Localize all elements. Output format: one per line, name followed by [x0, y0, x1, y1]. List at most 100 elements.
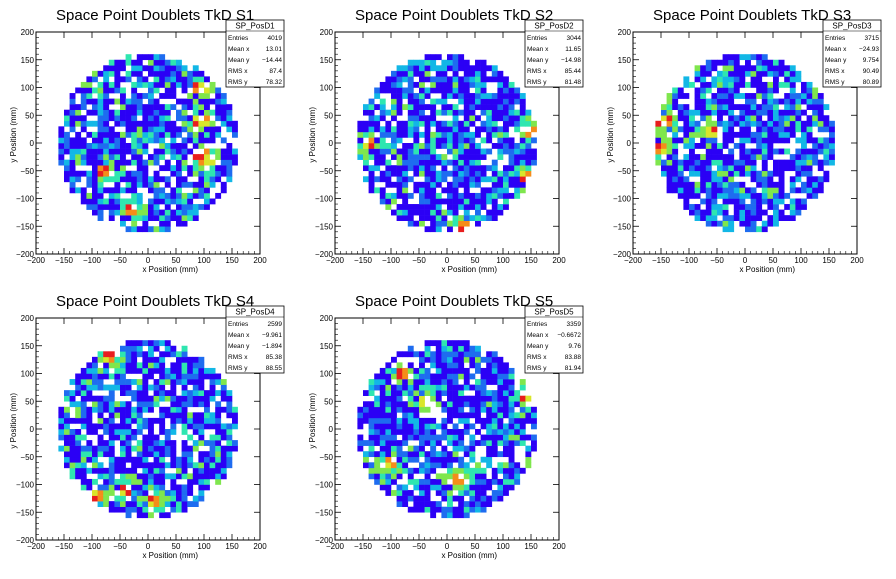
heatmap-bin — [430, 137, 437, 144]
heatmap-bin — [385, 159, 392, 166]
heatmap-bin — [447, 434, 453, 441]
heatmap-bin — [159, 423, 166, 430]
heatmap-bin — [148, 473, 154, 480]
heatmap-bin — [114, 495, 121, 502]
heatmap-bin — [385, 417, 392, 424]
heatmap-bin — [458, 434, 465, 441]
heatmap-bin — [435, 478, 442, 485]
heatmap-bin — [379, 87, 386, 94]
heatmap-bin — [209, 367, 216, 374]
heatmap-bin — [159, 473, 166, 480]
heatmap-bin — [435, 440, 442, 446]
heatmap-bin — [97, 87, 104, 94]
heatmap-bin — [458, 109, 465, 116]
heatmap-bin — [711, 192, 718, 199]
heatmap-bin — [114, 506, 121, 513]
panel-4: Space Point Doublets TkD S4−200 −150 −100−… — [9, 293, 285, 560]
heatmap-bin — [503, 440, 509, 446]
heatmap-bin — [469, 451, 476, 458]
heatmap-bin — [159, 429, 166, 435]
heatmap-bin — [142, 495, 149, 502]
heatmap-bin — [447, 456, 453, 463]
heatmap-bin — [717, 159, 723, 166]
heatmap-bin — [778, 176, 785, 183]
heatmap-bin — [497, 495, 504, 502]
heatmap-bin — [215, 131, 222, 138]
heatmap-bin — [480, 176, 487, 183]
heatmap-bin — [486, 109, 493, 116]
heatmap-bin — [458, 181, 465, 188]
heatmap-bin — [441, 462, 448, 469]
heatmap-bin — [480, 98, 487, 105]
heatmap-bin — [441, 126, 448, 133]
heatmap-bin — [153, 434, 160, 441]
heatmap-bin — [108, 87, 115, 94]
heatmap-bin — [452, 65, 459, 72]
heatmap-bin — [80, 148, 87, 155]
heatmap-bin — [391, 395, 397, 402]
heatmap-bin — [198, 131, 205, 138]
heatmap-bin — [120, 159, 126, 166]
heatmap-bin — [531, 126, 537, 133]
heatmap-bin — [497, 423, 504, 430]
y-tick-label: 100 — [618, 84, 632, 93]
heatmap-bin — [497, 373, 504, 380]
heatmap-bin — [385, 367, 392, 374]
heatmap-bin — [159, 54, 166, 61]
heatmap-bin — [728, 198, 735, 205]
heatmap-bin — [503, 81, 509, 88]
heatmap-bin — [447, 204, 453, 210]
heatmap-bin — [430, 176, 437, 183]
heatmap-bin — [677, 192, 684, 199]
heatmap-bin — [430, 192, 437, 199]
heatmap-bin — [209, 412, 216, 419]
heatmap-bin — [159, 165, 166, 172]
heatmap-bin — [452, 159, 459, 166]
heatmap-bin — [148, 159, 154, 166]
heatmap-bin — [114, 412, 121, 419]
heatmap-bin — [368, 451, 375, 458]
heatmap-bin — [683, 192, 690, 199]
heatmap-bin — [58, 445, 65, 452]
heatmap-bin — [148, 406, 154, 413]
heatmap-bin — [379, 467, 386, 474]
heatmap-bin — [756, 126, 763, 133]
heatmap-bin — [503, 478, 509, 485]
heatmap-bin — [801, 154, 807, 160]
heatmap-bin — [711, 81, 718, 88]
heatmap-bin — [503, 423, 509, 430]
heatmap-bin — [192, 417, 199, 424]
heatmap-bin — [114, 467, 121, 474]
heatmap-bin — [379, 379, 386, 385]
heatmap-bin — [778, 192, 785, 199]
heatmap-bin — [136, 226, 143, 233]
heatmap-bin — [192, 356, 199, 363]
heatmap-bin — [705, 198, 712, 205]
heatmap-bin — [215, 148, 222, 155]
y-axis-label: y Position (mm) — [606, 107, 615, 163]
heatmap-bin — [778, 131, 785, 138]
heatmap-bin — [750, 165, 757, 172]
heatmap-bin — [683, 198, 690, 205]
heatmap-bin — [430, 501, 437, 507]
heatmap-bin — [226, 395, 233, 402]
heatmap-bin — [209, 423, 216, 430]
heatmap-bin — [164, 148, 171, 155]
heatmap-bin — [148, 373, 154, 380]
heatmap-bin — [745, 81, 751, 88]
heatmap-bin — [396, 367, 403, 374]
heatmap-bin — [125, 120, 132, 127]
heatmap-bin — [435, 159, 442, 166]
heatmap-bin — [97, 445, 104, 452]
heatmap-bin — [215, 98, 222, 105]
heatmap-bin — [503, 462, 509, 469]
heatmap-bin — [795, 154, 802, 160]
heatmap-bin — [407, 220, 414, 227]
heatmap-bin — [480, 495, 487, 502]
heatmap-bin — [92, 423, 98, 430]
heatmap-bin — [689, 109, 695, 116]
heatmap-bin — [508, 373, 515, 380]
heatmap-bin — [514, 434, 521, 441]
heatmap-bin — [86, 406, 93, 413]
heatmap-bin — [508, 429, 515, 435]
